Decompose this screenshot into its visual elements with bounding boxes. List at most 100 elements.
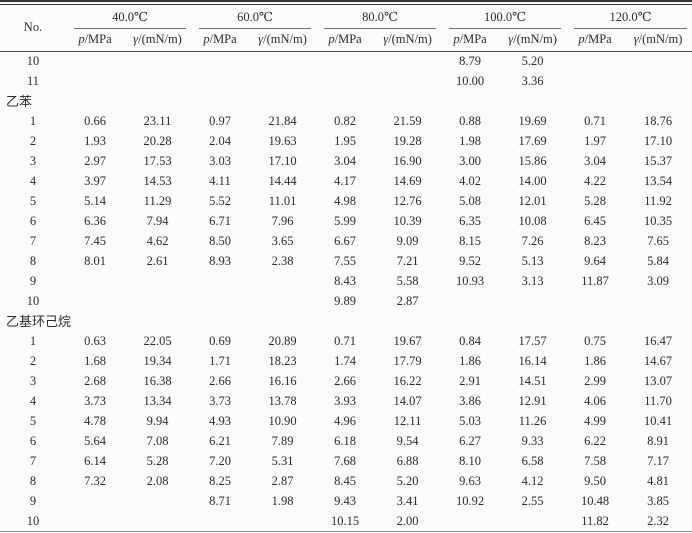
surface-tension-value: 3.65	[271, 234, 294, 248]
surface-tension-value: 7.17	[647, 454, 669, 468]
surface-tension-value: 2.87	[396, 294, 419, 308]
pressure-value: 1.86	[584, 354, 606, 368]
pressure-value: 2.68	[84, 374, 106, 388]
surface-tension-value: 14.07	[393, 394, 422, 408]
temp-group-label: 40.0℃	[74, 8, 187, 29]
pressure-value: 3.93	[334, 394, 356, 408]
row-number: 3	[29, 154, 37, 168]
pressure-value: 3.73	[209, 394, 231, 408]
surface-tension-value: 5.20	[521, 54, 544, 69]
pressure-value: 3.04	[584, 154, 606, 168]
pressure-value: 4.96	[334, 414, 356, 428]
surface-tension-value: 10.41	[644, 414, 673, 428]
surface-tension-value: 14.67	[644, 354, 673, 368]
pressure-value: 2.97	[84, 154, 106, 168]
surface-tension-value: 14.00	[518, 174, 547, 188]
row-number: 1	[29, 114, 37, 128]
row-number: 6	[29, 214, 37, 228]
row-number: 8	[29, 474, 37, 488]
pressure-value: 4.17	[334, 174, 356, 188]
surface-tension-value: 12.76	[393, 194, 422, 208]
surface-tension-value: 7.26	[521, 234, 544, 248]
surface-tension-value: 7.21	[396, 254, 419, 268]
surface-tension-value	[249, 512, 316, 532]
surface-tension-value: 17.10	[644, 134, 673, 148]
surface-tension-value: 19.34	[143, 354, 172, 368]
pressure-value: 8.25	[209, 474, 231, 488]
surface-tension-value: 9.94	[146, 414, 169, 428]
surface-tension-value: 14.44	[268, 174, 297, 188]
surface-tension-value: 3.09	[647, 274, 669, 288]
surface-tension-value: 6.58	[521, 454, 544, 468]
surface-tension-value: 12.91	[518, 394, 547, 408]
pressure-value: 5.99	[334, 214, 356, 228]
pressure-value: 2.99	[584, 374, 606, 388]
surface-tension-value: 9.54	[396, 434, 419, 448]
pressure-value: 11.82	[581, 513, 609, 528]
row-number: 4	[29, 394, 37, 408]
p-col-header: p/MPa	[66, 29, 124, 52]
pressure-value: 6.21	[209, 434, 231, 448]
pressure-value: 9.63	[459, 474, 481, 488]
table-row: 9 8.71 1.98 9.43 3.41 10.92 2.55 10.48 3.85	[0, 492, 692, 512]
row-number: 9	[29, 274, 37, 288]
surface-tension-value: 2.00	[396, 513, 419, 528]
surface-tension-value: 6.88	[396, 454, 419, 468]
pressure-value	[441, 512, 499, 532]
pressure-value: 10.00	[455, 74, 485, 88]
pressure-value	[66, 492, 124, 512]
pressure-value: 1.86	[459, 354, 481, 368]
surface-tension-value	[374, 52, 441, 72]
temp-group-header-3: 100.0℃	[441, 5, 566, 29]
pressure-value	[191, 292, 249, 312]
p-col-header: p/MPa	[316, 29, 375, 52]
pressure-value: 4.99	[584, 414, 606, 428]
pressure-value	[566, 52, 624, 72]
surface-tension-value: 18.23	[268, 354, 297, 368]
pressure-value: 0.66	[84, 114, 106, 128]
pressure-value: 6.45	[584, 214, 606, 228]
surface-tension-value: 11.29	[143, 194, 172, 208]
table-row: 6 5.64 7.08 6.21 7.89 6.18 9.54 6.27 9.33 6.22 8.9…	[0, 432, 692, 452]
row-number: 7	[29, 454, 37, 468]
surface-tension-value: 14.51	[518, 374, 547, 388]
pressure-value: 4.02	[459, 174, 481, 188]
temp-group-header-2: 80.0℃	[316, 5, 441, 29]
gamma-col-header: γ/(mN/m)	[124, 29, 192, 52]
surface-tension-value: 13.78	[268, 394, 297, 408]
pressure-value: 1.93	[84, 134, 106, 148]
temperature-header-row: No. 40.0℃ 60.0℃ 80.0℃ 100.0℃ 120.0℃	[0, 4, 692, 52]
surface-tension-value	[499, 292, 566, 312]
pressure-value: 7.20	[209, 454, 231, 468]
table-row: 1 0.66 23.11 0.97 21.84 0.82 21.59 0.88 19.69 0.7…	[0, 112, 692, 132]
surface-tension-value	[249, 52, 316, 72]
table-row: 1 0.63 22.05 0.69 20.89 0.71 19.67 0.84 17.57 0.7…	[0, 332, 692, 352]
surface-tension-value: 9.09	[396, 234, 419, 248]
surface-tension-value: 16.38	[143, 374, 172, 388]
row-number: 10	[26, 294, 40, 308]
surface-tension-value: 20.28	[143, 134, 172, 148]
surface-tension-value: 16.22	[393, 374, 422, 388]
pressure-value: 1.71	[209, 354, 231, 368]
table-row: 6 6.36 7.94 6.71 7.96 5.99 10.39 6.35 10.08 6.45 1…	[0, 212, 692, 232]
pressure-value: 2.66	[334, 374, 356, 388]
pressure-value: 9.64	[584, 254, 606, 268]
surface-tension-value	[124, 52, 191, 72]
pressure-value	[316, 52, 374, 72]
surface-tension-value: 11.01	[268, 194, 297, 208]
pressure-value: 7.68	[334, 454, 356, 468]
pressure-value: 9.43	[334, 494, 356, 508]
surface-tension-value	[249, 72, 316, 92]
row-number: 10	[26, 513, 40, 528]
pressure-value: 11.87	[581, 274, 609, 288]
pressure-value: 9.50	[584, 474, 606, 488]
pressure-value	[66, 272, 124, 292]
pressure-value	[191, 72, 249, 92]
pressure-value: 3.04	[334, 154, 356, 168]
table-row: 10 9.89 2.87	[0, 292, 692, 312]
surface-tension-value: 17.69	[518, 134, 547, 148]
pressure-value: 0.71	[334, 334, 356, 348]
pressure-value: 6.14	[84, 454, 106, 468]
row-number: 2	[29, 134, 37, 148]
